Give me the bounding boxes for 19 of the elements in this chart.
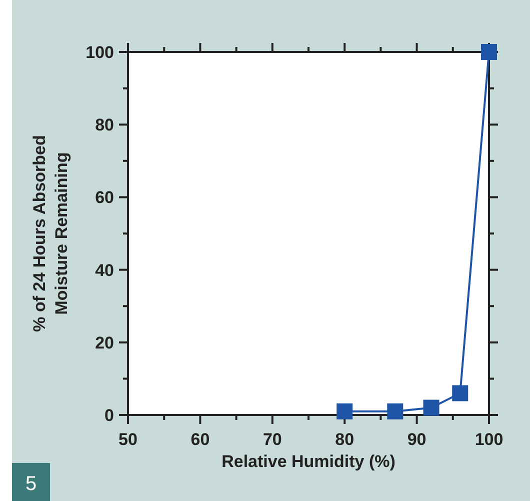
y-tick-label: 40 [95, 260, 114, 280]
x-tick-label: 90 [407, 430, 426, 449]
x-tick-label: 60 [190, 430, 210, 449]
x-axis-title: Relative Humidity (%) [222, 452, 396, 471]
y-tick-label: 80 [95, 116, 114, 135]
y-tick-label: 60 [95, 188, 114, 208]
point [387, 403, 404, 420]
y-axis-title: % of 24 Hours Absorbed Moisture Remaining [30, 135, 71, 332]
x-tick-label: 50 [118, 430, 138, 449]
point [452, 385, 468, 402]
x-tick-label: 80 [335, 430, 354, 449]
x-tick-label: 70 [262, 430, 282, 449]
point [423, 400, 440, 416]
text: 5 [25, 473, 37, 495]
x-tick-label: 100 [474, 430, 504, 449]
y-tick-label: 0 [104, 406, 114, 425]
y-tick-label: 100 [86, 43, 114, 62]
point [336, 403, 353, 420]
y-tick-label: 20 [95, 333, 114, 352]
